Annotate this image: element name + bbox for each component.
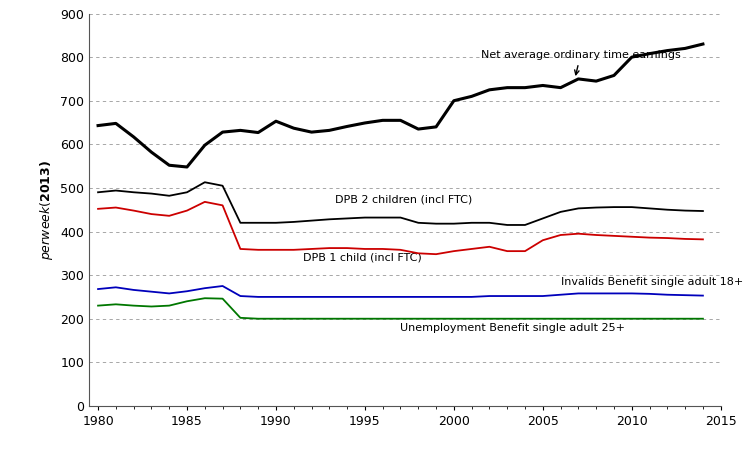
Text: Unemployment Benefit single adult 25+: Unemployment Benefit single adult 25+ [400, 323, 626, 333]
Text: DPB 1 child (incl FTC): DPB 1 child (incl FTC) [302, 253, 421, 263]
Text: Net average ordinary time earnings: Net average ordinary time earnings [481, 50, 681, 75]
Text: DPB 2 children (incl FTC): DPB 2 children (incl FTC) [334, 194, 472, 204]
Text: Invalids Benefit single adult 18+: Invalids Benefit single adult 18+ [561, 277, 743, 287]
Y-axis label: $ per week ($2013): $ per week ($2013) [38, 160, 55, 260]
